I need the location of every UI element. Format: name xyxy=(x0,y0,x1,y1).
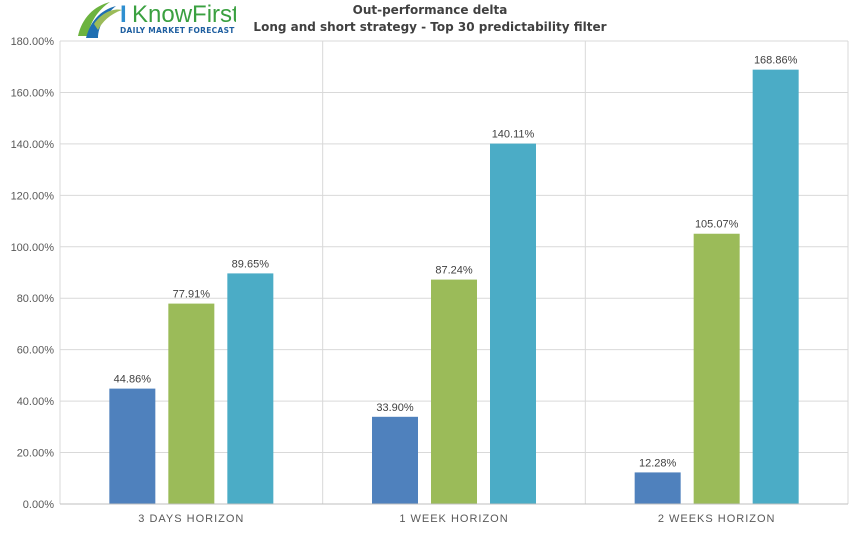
category-label: 3 DAYS HORIZON xyxy=(138,513,244,525)
bar xyxy=(431,279,477,504)
data-label: 77.91% xyxy=(173,289,211,301)
y-tick-label: 120.00% xyxy=(11,190,55,202)
y-tick-label: 100.00% xyxy=(11,242,55,254)
data-label: 168.86% xyxy=(754,55,798,67)
iknowfirst-logo: I KnowFirst DAILY MARKET FORECAST xyxy=(76,0,236,40)
bar xyxy=(634,472,681,504)
bar xyxy=(752,69,799,505)
data-label: 105.07% xyxy=(695,219,739,231)
svg-text:KnowFirst: KnowFirst xyxy=(132,1,236,28)
y-tick-label: 60.00% xyxy=(17,345,55,357)
svg-text:I: I xyxy=(120,1,127,28)
bar xyxy=(227,273,274,504)
bar xyxy=(693,233,740,504)
bar xyxy=(490,143,536,504)
data-label: 140.11% xyxy=(492,129,535,141)
y-tick-label: 0.00% xyxy=(23,499,54,511)
bar xyxy=(109,388,156,504)
y-tick-label: 80.00% xyxy=(17,293,55,305)
svg-text:DAILY MARKET FORECAST: DAILY MARKET FORECAST xyxy=(120,26,235,35)
category-label: 2 WEEKS HORIZON xyxy=(658,513,776,525)
bar xyxy=(168,303,215,504)
data-label: 89.65% xyxy=(232,258,270,270)
y-tick-label: 20.00% xyxy=(17,448,55,460)
chart-title: Out-performance delta xyxy=(352,3,508,17)
chart-subtitle: Long and short strategy - Top 30 predict… xyxy=(253,20,607,34)
data-label: 87.24% xyxy=(435,265,473,277)
data-label: 44.86% xyxy=(114,374,152,386)
y-tick-label: 180.00% xyxy=(11,36,55,48)
bar xyxy=(372,416,418,504)
category-label: 1 WEEK HORIZON xyxy=(399,513,508,525)
data-label: 33.90% xyxy=(376,402,414,414)
y-tick-label: 40.00% xyxy=(17,396,55,408)
y-tick-label: 160.00% xyxy=(11,87,55,99)
data-label: 12.28% xyxy=(639,457,677,469)
y-tick-label: 140.00% xyxy=(11,139,55,151)
